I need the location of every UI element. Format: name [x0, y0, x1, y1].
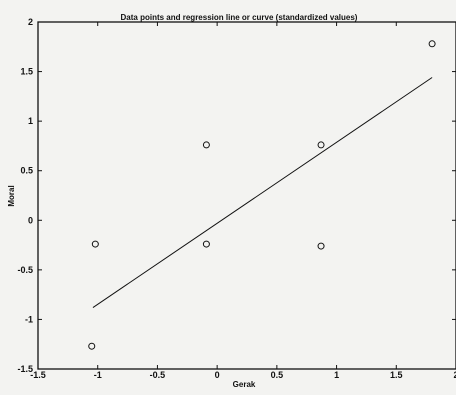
x-tick-label: 2 [453, 370, 456, 380]
data-point [88, 342, 96, 350]
x-tick-label: -1.5 [30, 370, 46, 380]
data-point [202, 141, 210, 149]
data-point [317, 141, 325, 149]
data-point [428, 40, 436, 48]
data-point [91, 240, 99, 248]
points-layer [88, 40, 436, 350]
y-tick-label: 0 [28, 215, 33, 225]
y-axis: -1.5 -1 -0.5 0 0.5 1 1.5 2 [17, 17, 456, 374]
x-axis: -1.5 -1 -0.5 0 0.5 1 1.5 2 [30, 22, 456, 380]
x-tick-label: 1 [334, 370, 339, 380]
x-axis-label: Gerak [233, 380, 256, 389]
data-point [317, 242, 325, 250]
y-tick-label: 1.5 [20, 67, 33, 77]
y-tick-label: -1.5 [17, 364, 33, 374]
x-tick-label: -1 [94, 370, 102, 380]
regression-layer [92, 77, 433, 308]
data-point [202, 240, 210, 248]
plot-frame [37, 21, 456, 370]
x-tick-label: -0.5 [150, 370, 166, 380]
regression-line [92, 77, 433, 308]
y-axis-label: Moral [7, 185, 16, 206]
y-tick-label: 0.5 [20, 166, 33, 176]
chart-title: Data points and regression line or curve… [121, 13, 358, 22]
y-tick-label: 1 [28, 116, 33, 126]
y-tick-label: -1 [25, 314, 33, 324]
y-tick-label: 2 [28, 17, 33, 27]
x-tick-label: 0.5 [271, 370, 284, 380]
x-tick-label: 0 [215, 370, 220, 380]
x-tick-label: 1.5 [390, 370, 403, 380]
y-tick-label: -0.5 [17, 265, 33, 275]
